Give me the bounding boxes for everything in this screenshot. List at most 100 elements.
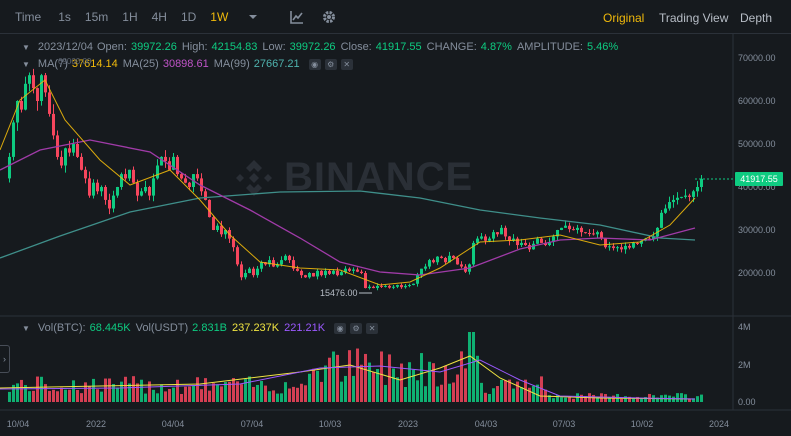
candle-body — [696, 187, 699, 192]
collapse-legend-icon[interactable]: ▼ — [22, 42, 30, 52]
gear-icon[interactable] — [320, 8, 338, 26]
candle-body — [488, 238, 491, 241]
price-axis-tick: 30000.00 — [738, 225, 776, 235]
price-axis-tick: 50000.00 — [738, 139, 776, 149]
volume-bar — [8, 391, 11, 402]
candle-body — [140, 191, 143, 196]
volume-bar — [584, 395, 587, 402]
candle-body — [404, 285, 407, 288]
expand-panel-button[interactable]: › — [0, 345, 10, 373]
volume-bar — [324, 365, 327, 402]
candle-body — [148, 187, 151, 196]
candle-body — [608, 246, 611, 248]
vol-settings-icon[interactable]: ⚙ — [350, 322, 363, 334]
candle-body — [152, 178, 155, 196]
candle-body — [96, 182, 99, 192]
candle-body — [632, 242, 635, 248]
candle-body — [136, 182, 139, 196]
interval-4h[interactable]: 4H — [151, 9, 167, 24]
vol-btc-label: Vol(BTC): — [37, 322, 86, 334]
candle-body — [240, 264, 243, 278]
candle-body — [492, 232, 495, 239]
volume-bar — [696, 396, 699, 402]
candle-body — [700, 178, 703, 187]
volume-bar — [236, 381, 239, 402]
candle-body — [692, 191, 695, 197]
volume-bar — [36, 376, 39, 402]
candle-body — [204, 191, 207, 200]
candle-body — [176, 156, 179, 175]
time-axis-tick: 2023 — [397, 419, 419, 429]
volume-bar — [688, 398, 691, 402]
indicator-chart-icon[interactable] — [288, 8, 306, 26]
view-tradingview[interactable]: Trading View — [659, 11, 729, 25]
interval-1h[interactable]: 1H — [122, 9, 138, 24]
ma-visibility-icon[interactable]: ◉ — [308, 58, 321, 70]
candle-body — [120, 174, 123, 187]
volume-bar — [452, 382, 455, 402]
candle-body — [328, 270, 331, 274]
time-axis-tick: 10/04 — [6, 419, 30, 429]
volume-bar — [504, 380, 507, 402]
interval-15m[interactable]: 15m — [84, 9, 109, 24]
volume-bar — [428, 361, 431, 402]
volume-bar — [300, 383, 303, 402]
candle-body — [604, 238, 607, 248]
candle-body — [132, 169, 135, 183]
interval-1d[interactable]: 1D — [180, 9, 197, 24]
chevron-down-icon[interactable] — [244, 8, 262, 26]
candle-body — [100, 187, 103, 192]
volume-bar — [396, 377, 399, 402]
candle-body — [596, 232, 599, 235]
ma25-value: 30898.61 — [162, 58, 209, 70]
volume-bar — [348, 350, 351, 402]
volume-bar — [296, 387, 299, 402]
vol-close-icon[interactable]: ✕ — [366, 322, 379, 334]
interval-1s[interactable]: 1s — [58, 9, 71, 24]
candle-body — [308, 273, 311, 278]
volume-bar — [472, 332, 475, 402]
volume-bar — [108, 378, 111, 402]
time-interval-label[interactable]: Time — [15, 9, 42, 24]
volume-bar — [16, 383, 19, 402]
volume-bar — [620, 398, 623, 402]
volume-axis-tick: 2M — [738, 360, 751, 370]
candle-body — [544, 242, 547, 246]
candle-body — [680, 196, 683, 198]
candle-body — [340, 272, 343, 276]
candle-body — [436, 256, 439, 263]
candle-body — [116, 187, 119, 196]
candle-body — [104, 187, 107, 200]
interval-1w[interactable]: 1W — [210, 9, 229, 24]
ma-close-icon[interactable]: ✕ — [340, 58, 353, 70]
volume-bar — [292, 386, 295, 402]
volume-bar — [272, 390, 275, 402]
high-label: High: — [181, 41, 208, 53]
volume-bar — [328, 357, 331, 402]
price-axis-tick: 40000.00 — [738, 182, 776, 192]
ma-settings-icon[interactable]: ⚙ — [324, 58, 337, 70]
volume-bar — [536, 384, 539, 402]
volume-bar — [528, 387, 531, 402]
collapse-volume-icon[interactable]: ▼ — [22, 323, 30, 333]
candle-body — [144, 187, 147, 192]
candle-body — [536, 238, 539, 244]
candle-body — [380, 285, 383, 287]
candle-body — [560, 227, 563, 230]
volume-bar — [388, 354, 391, 402]
vol-visibility-icon[interactable]: ◉ — [334, 322, 347, 334]
volume-bar — [28, 391, 31, 402]
candle-body — [452, 255, 455, 258]
volume-bar — [320, 381, 323, 402]
volume-bar — [344, 375, 347, 402]
volume-bar — [424, 386, 427, 402]
candle-body — [628, 245, 631, 248]
candle-body — [660, 212, 663, 228]
volume-bar — [120, 381, 123, 402]
ma25-line — [0, 139, 696, 276]
view-depth[interactable]: Depth — [740, 11, 773, 25]
collapse-ma-icon[interactable]: ▼ — [22, 59, 30, 69]
view-original[interactable]: Original — [603, 11, 645, 25]
volume-bar — [304, 385, 307, 402]
